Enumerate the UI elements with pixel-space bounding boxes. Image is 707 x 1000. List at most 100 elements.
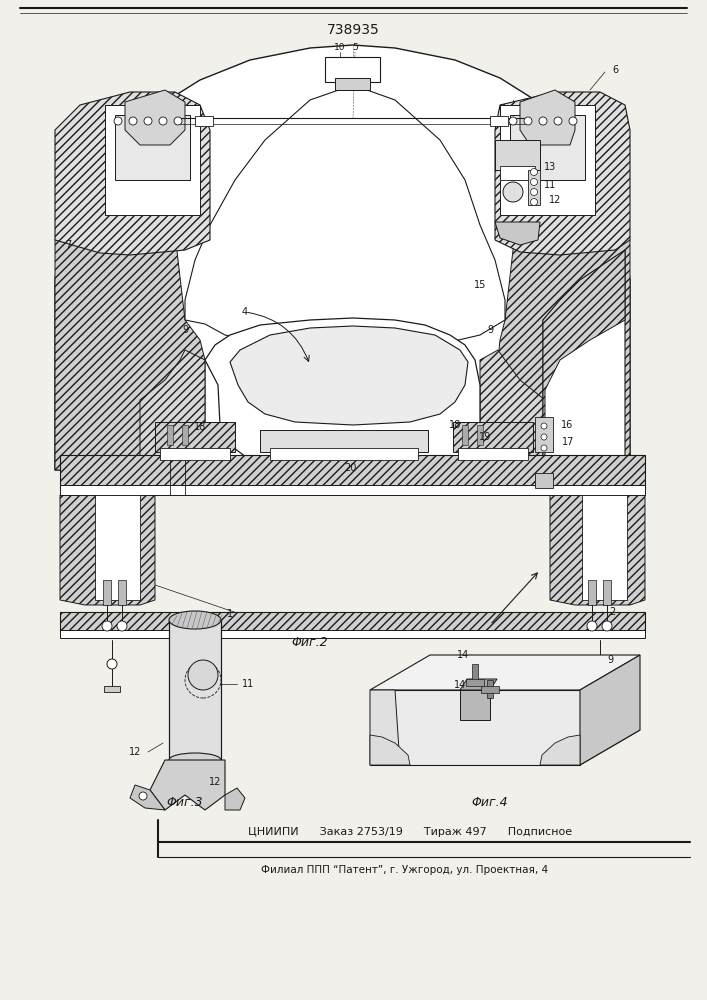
Bar: [335, 78, 370, 90]
Text: 2: 2: [609, 607, 615, 617]
Bar: [481, 686, 499, 693]
Text: 15: 15: [474, 280, 486, 290]
Circle shape: [114, 117, 122, 125]
Bar: [462, 425, 468, 445]
Polygon shape: [540, 735, 580, 765]
Polygon shape: [230, 326, 468, 425]
Bar: [195, 116, 213, 126]
Polygon shape: [495, 92, 630, 255]
Bar: [169, 620, 221, 760]
Text: Φиг.3: Φиг.3: [167, 796, 204, 808]
Text: 12: 12: [209, 777, 221, 787]
Bar: [592, 686, 608, 692]
Ellipse shape: [169, 611, 221, 629]
Bar: [500, 105, 595, 215]
Circle shape: [587, 621, 597, 631]
Polygon shape: [520, 90, 575, 145]
Polygon shape: [140, 350, 205, 470]
Polygon shape: [130, 785, 165, 810]
Polygon shape: [550, 495, 645, 605]
Text: 20: 20: [344, 463, 356, 473]
Polygon shape: [370, 690, 580, 765]
Circle shape: [541, 423, 547, 429]
Polygon shape: [60, 495, 155, 605]
Bar: [535, 417, 553, 452]
Bar: [160, 448, 230, 460]
Bar: [588, 580, 596, 605]
Polygon shape: [495, 222, 540, 245]
Polygon shape: [55, 45, 630, 470]
Bar: [500, 166, 535, 180]
Bar: [458, 448, 528, 460]
Circle shape: [541, 434, 547, 440]
Bar: [510, 115, 585, 180]
Circle shape: [541, 445, 547, 451]
Polygon shape: [460, 679, 497, 690]
Bar: [270, 448, 418, 460]
Circle shape: [530, 188, 537, 196]
Text: 9: 9: [182, 325, 188, 335]
Bar: [490, 116, 508, 126]
Text: 4: 4: [242, 307, 248, 317]
Circle shape: [503, 182, 523, 202]
Text: 14: 14: [454, 680, 466, 690]
Bar: [95, 495, 140, 600]
Text: 19: 19: [479, 432, 491, 442]
Circle shape: [129, 117, 137, 125]
Polygon shape: [370, 730, 640, 765]
Circle shape: [139, 792, 147, 800]
Text: 9: 9: [487, 325, 493, 335]
Polygon shape: [543, 250, 625, 470]
Text: 7: 7: [65, 240, 71, 250]
Polygon shape: [580, 655, 640, 765]
Bar: [182, 425, 188, 445]
Bar: [325, 57, 380, 82]
Bar: [582, 495, 627, 600]
Bar: [60, 630, 645, 638]
Text: 16: 16: [561, 420, 573, 430]
Text: 10: 10: [334, 43, 346, 52]
Circle shape: [530, 198, 537, 206]
Bar: [103, 580, 111, 605]
Polygon shape: [185, 85, 505, 347]
Polygon shape: [370, 690, 400, 765]
Circle shape: [530, 178, 537, 186]
Text: 9: 9: [607, 655, 613, 665]
Bar: [535, 473, 553, 488]
Text: 5: 5: [352, 42, 358, 51]
Text: 12: 12: [129, 747, 141, 757]
Text: Филиал ППП “Патент”, г. Ужгород, ул. Проектная, 4: Филиал ППП “Патент”, г. Ужгород, ул. Про…: [262, 865, 549, 875]
Polygon shape: [150, 760, 225, 810]
Polygon shape: [55, 92, 210, 255]
Bar: [155, 422, 235, 452]
Circle shape: [602, 621, 612, 631]
Text: ЦНИИПИ      Заказ 2753/19      Тираж 497      Подписное: ЦНИИПИ Заказ 2753/19 Тираж 497 Подписное: [248, 827, 572, 837]
Ellipse shape: [169, 753, 221, 767]
Bar: [603, 580, 611, 605]
Bar: [60, 455, 645, 490]
Polygon shape: [125, 90, 185, 145]
Polygon shape: [225, 788, 245, 810]
Bar: [60, 485, 645, 495]
Polygon shape: [55, 105, 205, 470]
Text: 6: 6: [612, 65, 618, 75]
Polygon shape: [543, 250, 625, 470]
Text: 11: 11: [544, 180, 556, 190]
Bar: [115, 115, 190, 180]
Bar: [167, 425, 173, 445]
Bar: [472, 664, 478, 682]
Text: 738935: 738935: [327, 23, 380, 37]
Polygon shape: [480, 350, 545, 470]
Bar: [60, 612, 645, 632]
Bar: [105, 105, 200, 215]
Circle shape: [595, 659, 605, 669]
Circle shape: [174, 117, 182, 125]
Polygon shape: [370, 735, 410, 765]
Polygon shape: [370, 655, 640, 690]
Text: 18: 18: [194, 422, 206, 432]
Polygon shape: [205, 318, 480, 472]
Circle shape: [530, 168, 537, 176]
Bar: [495, 140, 540, 170]
Bar: [118, 580, 126, 605]
Text: 11: 11: [242, 679, 254, 689]
